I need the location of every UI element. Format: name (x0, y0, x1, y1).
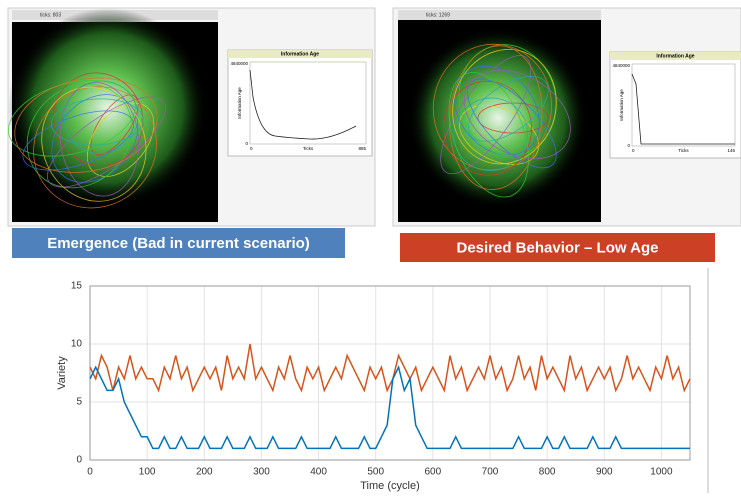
plot-xmax: 885 (358, 146, 366, 151)
plot-window (228, 50, 372, 156)
plot-xlabel: Ticks (303, 146, 314, 151)
y-axis-label: Variety (56, 356, 68, 390)
ticks-label: ticks: 803 (40, 12, 61, 18)
x-tick-label: 500 (367, 467, 384, 478)
plot-ylabel: Information Age (619, 89, 624, 121)
sim-glow (8, 8, 208, 208)
y-tick-label: 0 (76, 455, 82, 466)
page: ticks: 803 Information Age 4840000 00 885 Tic… (0, 0, 741, 493)
y-tick-label: 5 (76, 397, 82, 408)
plot-title: Information Age (281, 51, 319, 57)
x-tick-label: 100 (139, 467, 156, 478)
plot-title: Information Age (656, 53, 694, 59)
plot-ymax: 4840000 (612, 63, 630, 68)
x-tick-label: 400 (310, 467, 327, 478)
y-tick-label: 10 (71, 339, 83, 350)
x-tick-label: 300 (253, 467, 270, 478)
y-tick-label: 15 (71, 281, 83, 292)
plot-ymax: 4840000 (230, 61, 248, 66)
ticks-label: ticks: 1269 (426, 12, 450, 18)
plot-xmax: 146 (727, 148, 735, 153)
x-tick-label: 200 (196, 467, 213, 478)
sim-glow (408, 28, 588, 208)
x-tick-label: 600 (425, 467, 442, 478)
caption: Desired Behavior – Low Age (456, 239, 658, 256)
caption: Emergence (Bad in current scenario) (47, 235, 310, 252)
x-tick-label: 900 (596, 467, 613, 478)
plot-ylabel: Information Age (237, 87, 242, 119)
plot-xlabel: Ticks (678, 148, 689, 153)
x-tick-label: 700 (482, 467, 499, 478)
x-axis-label: Time (cycle) (360, 480, 419, 492)
x-tick-label: 800 (539, 467, 556, 478)
x-tick-label: 1000 (650, 467, 673, 478)
x-tick-label: 0 (87, 467, 93, 478)
